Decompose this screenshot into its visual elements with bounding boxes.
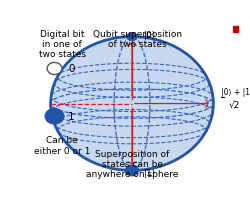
Text: Digital bit
in one of
two states: Digital bit in one of two states: [39, 29, 86, 59]
Text: √2: √2: [229, 101, 240, 110]
Text: |1⟩: |1⟩: [144, 168, 156, 177]
Circle shape: [45, 109, 64, 124]
Text: |0⟩ + |1⟩: |0⟩ + |1⟩: [221, 87, 250, 96]
Text: |0⟩: |0⟩: [144, 31, 156, 40]
FancyBboxPatch shape: [233, 27, 238, 33]
Text: Can be
either 0 or 1: Can be either 0 or 1: [34, 136, 90, 155]
Circle shape: [127, 33, 137, 41]
Text: 0: 0: [68, 64, 74, 74]
Text: Superposition of
states can be
anywhere on sphere: Superposition of states can be anywhere …: [86, 149, 178, 179]
Text: 1: 1: [68, 112, 75, 122]
Circle shape: [126, 165, 138, 176]
Circle shape: [50, 37, 213, 171]
Circle shape: [47, 63, 62, 75]
Text: Qubit superposition
of two states: Qubit superposition of two states: [93, 29, 182, 49]
